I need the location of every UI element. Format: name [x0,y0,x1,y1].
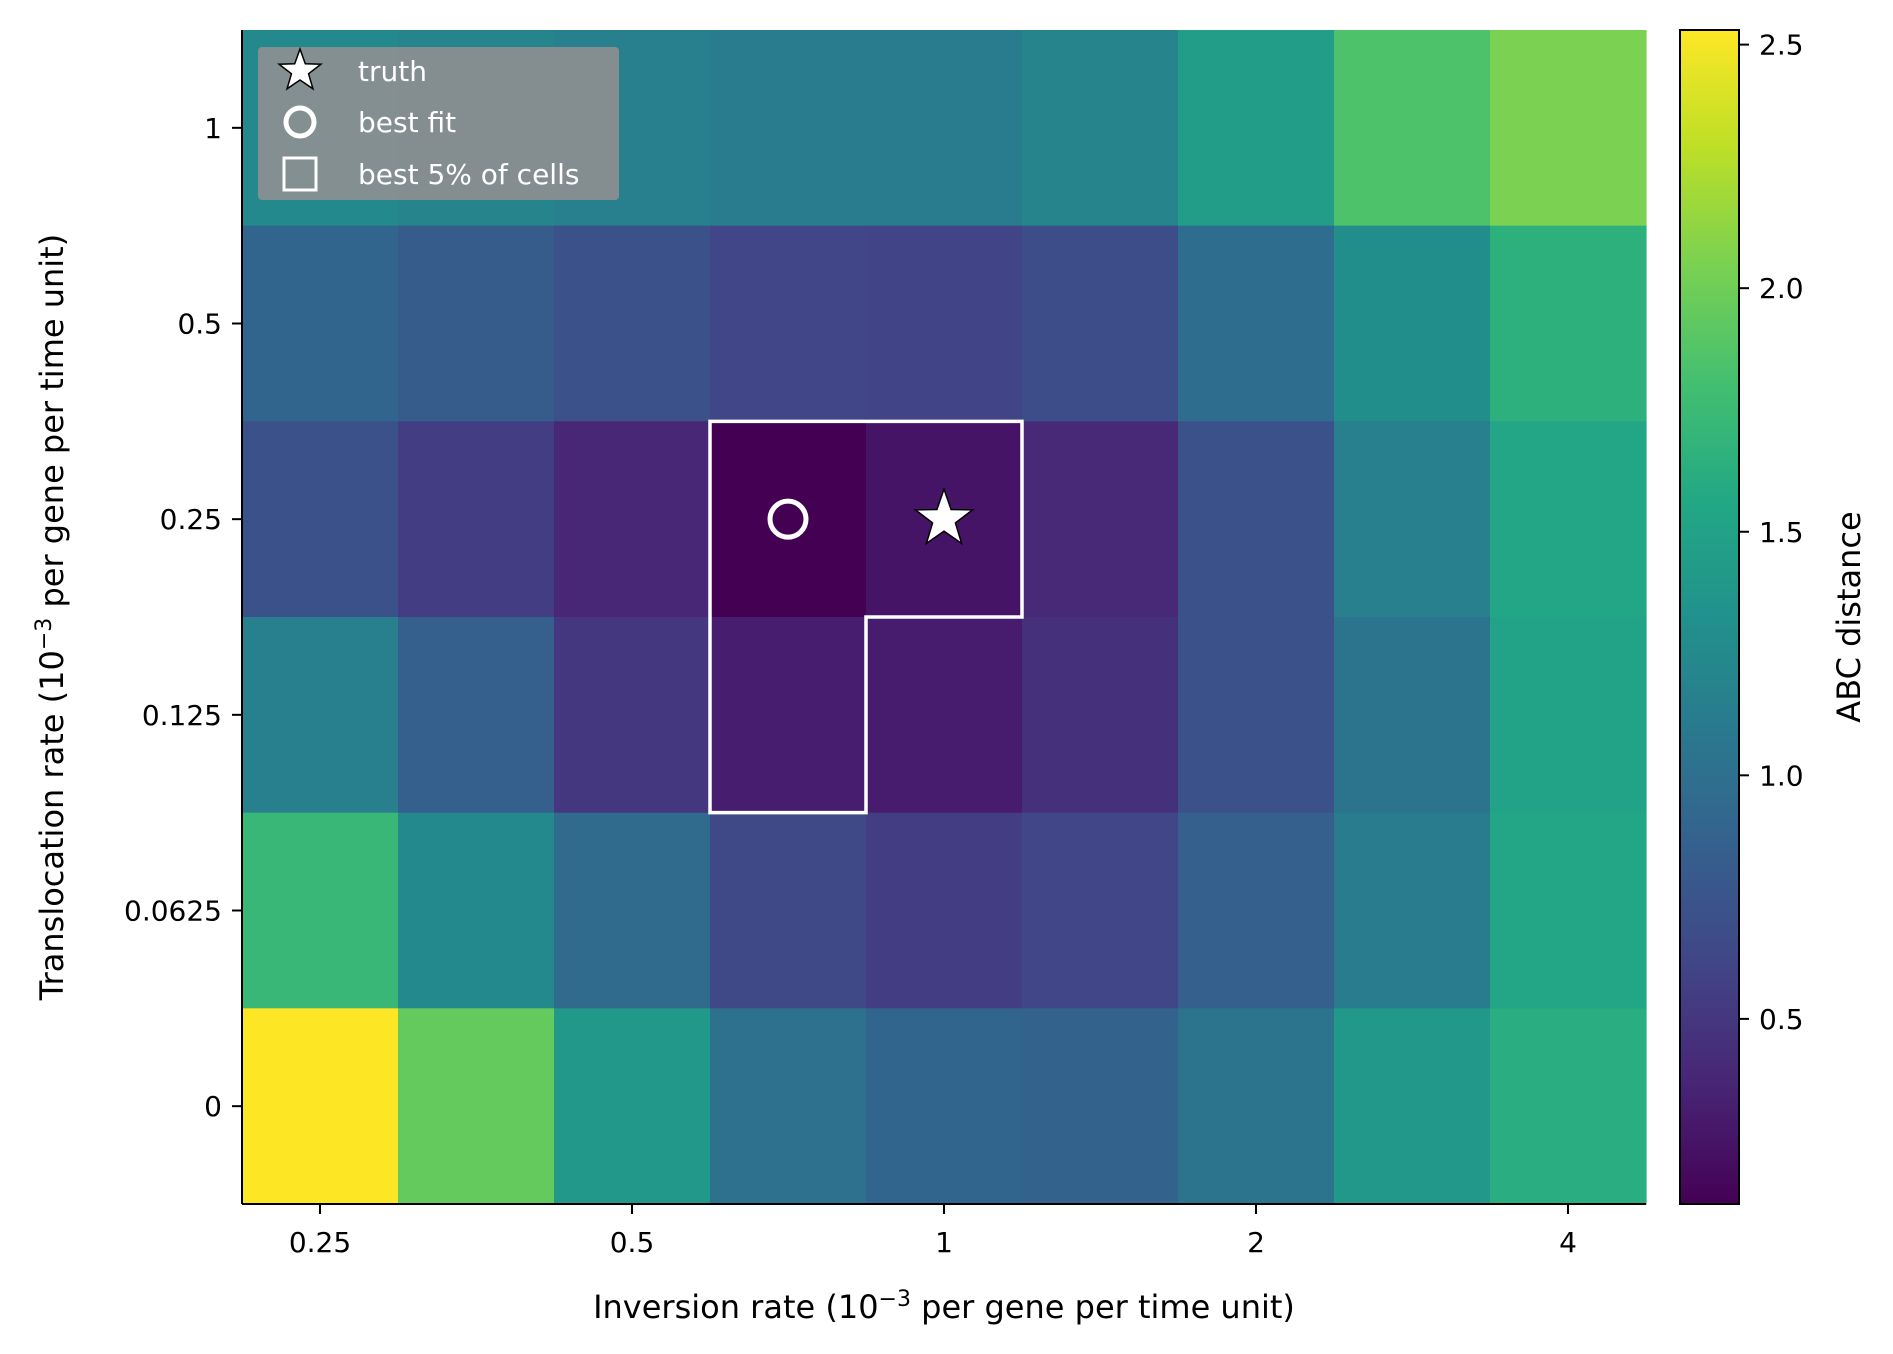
heatmap-cell-r3-c1 [398,617,555,814]
colorbar-tick-label: 0.5 [1759,1003,1804,1036]
heatmap-cell-r2-c6 [1178,421,1335,618]
heatmap-cell-r2-c0 [242,421,399,618]
heatmap-cell-r0-c3 [710,30,867,227]
colorbar-tick-label: 1.0 [1759,759,1804,792]
heatmap-cell-r1-c7 [1334,225,1491,422]
heatmap-cells [242,30,1647,1205]
heatmap-cell-r1-c1 [398,225,555,422]
heatmap-cell-r4-c6 [1178,812,1335,1009]
heatmap-cell-r4-c2 [554,812,711,1009]
heatmap-cell-r0-c4 [866,30,1023,227]
y-tick-label: 0.25 [160,503,222,536]
heatmap-cell-r1-c3 [710,225,867,422]
heatmap-cell-r4-c8 [1490,812,1647,1009]
colorbar-tick-label: 1.5 [1759,516,1804,549]
heatmap-cell-r2-c1 [398,421,555,618]
legend: truth best fit best 5% of cells [258,46,619,200]
y-tick-label: 0 [204,1090,222,1123]
heatmap-cell-r1-c8 [1490,225,1647,422]
heatmap-cell-r1-c2 [554,225,711,422]
heatmap-cell-r3-c7 [1334,617,1491,814]
colorbar-tick-label: 2.5 [1759,29,1804,62]
best-cells-outline-path [708,419,1024,815]
y-axis-label: Translocation rate (10−3 per gene per ti… [32,234,71,1001]
best-cells-outline [708,419,1024,815]
y-tick-label: 0.125 [142,699,222,732]
legend-label: best fit [358,106,456,139]
legend-square-icon [282,156,318,192]
heatmap-cell-r3-c6 [1178,617,1335,814]
colorbar-gradient [1679,29,1740,1205]
y-tick-label: 0.5 [177,308,222,341]
colorbar-label: ABC distance [1830,511,1868,722]
legend-label: best 5% of cells [358,158,579,191]
heatmap-cell-r3-c3 [710,617,867,814]
colorbar-tick-label: 2.0 [1759,272,1804,305]
heatmap-cell-r4-c4 [866,812,1023,1009]
heatmap-cell-r5-c5 [1022,1008,1179,1205]
heatmap-cell-r5-c6 [1178,1008,1335,1205]
heatmap-cell-r5-c8 [1490,1008,1647,1205]
heatmap-cell-r3-c5 [1022,617,1179,814]
x-tick-label: 0.5 [610,1226,655,1259]
heatmap-cell-r1-c6 [1178,225,1335,422]
heatmap-cell-r2-c2 [554,421,711,618]
heatmap-cell-r2-c5 [1022,421,1179,618]
x-tick-label: 2 [1247,1226,1265,1259]
heatmap-cell-r5-c1 [398,1008,555,1205]
heatmap-cell-r3-c8 [1490,617,1647,814]
heatmap-cell-r0-c5 [1022,30,1179,227]
truth-marker-star [913,486,975,546]
heatmap-cell-r1-c4 [866,225,1023,422]
heatmap-cell-r2-c8 [1490,421,1647,618]
heatmap-cell-r3-c2 [554,617,711,814]
markers-layer [767,486,975,546]
legend-label: truth [358,55,427,88]
y-tick-label: 1 [204,112,222,145]
colorbar: 0.5 1.0 1.5 2.0 2.5 ABC distance [1679,29,1868,1205]
heatmap-cell-r5-c4 [866,1008,1023,1205]
heatmap-cell-r4-c1 [398,812,555,1009]
heatmap-cell-r0-c6 [1178,30,1335,227]
legend-star-icon [276,46,324,91]
heatmap-cell-r0-c8 [1490,30,1647,227]
heatmap-cell-r0-c7 [1334,30,1491,227]
x-axis-label: Inversion rate (10−3 per gene per time u… [593,1287,1295,1326]
heatmap-cell-r1-c5 [1022,225,1179,422]
x-tick-label: 0.25 [289,1226,351,1259]
heatmap-cell-r4-c5 [1022,812,1179,1009]
heatmap-cell-r5-c2 [554,1008,711,1205]
heatmap-cell-r4-c0 [242,812,399,1009]
best-fit-marker-circle [767,498,809,540]
x-tick-label: 4 [1559,1226,1577,1259]
axes-layer: 0.25 0.5 1 2 4 1 0.5 0.25 0.125 0.0625 0 Inversion … [32,30,1646,1326]
heatmap-cell-r2-c3 [710,421,867,618]
heatmap-cell-r5-c7 [1334,1008,1491,1205]
heatmap-cell-r4-c7 [1334,812,1491,1009]
heatmap-cell-r5-c0 [242,1008,399,1205]
heatmap-cell-r3-c0 [242,617,399,814]
legend-box [258,47,619,200]
legend-circle-icon [283,105,317,139]
heatmap-cell-r3-c4 [866,617,1023,814]
y-tick-label: 0.0625 [124,895,222,928]
x-tick-label: 1 [935,1226,953,1259]
heatmap-cell-r2-c7 [1334,421,1491,618]
heatmap-cell-r1-c0 [242,225,399,422]
heatmap-cell-r4-c3 [710,812,867,1009]
heatmap-cell-r5-c3 [710,1008,867,1205]
